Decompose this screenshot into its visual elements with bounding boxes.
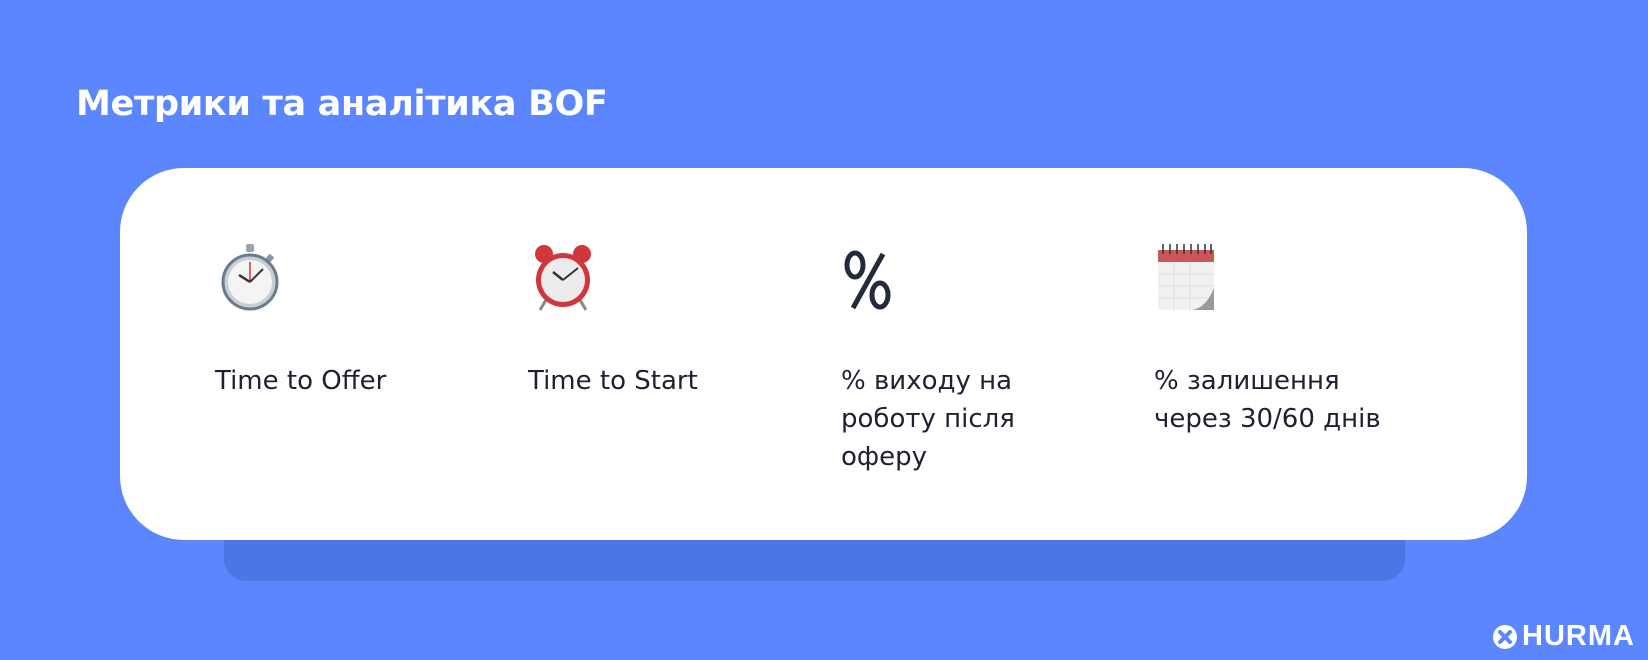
logo-text: HURMA xyxy=(1522,620,1635,652)
page-title: Метрики та аналітика BOF xyxy=(76,84,608,124)
alarm-clock-icon xyxy=(535,245,591,311)
percent-icon xyxy=(844,250,891,310)
hurma-logo: HURMA xyxy=(1492,620,1635,653)
calendar-icon xyxy=(1158,244,1214,310)
metric-label: % виходу на роботу після оферу xyxy=(841,366,1015,472)
metric-label: Time to Offer xyxy=(215,366,387,396)
metric-offer-acceptance: % виходу на роботу після оферу xyxy=(841,242,1091,476)
hurma-logo-icon xyxy=(1493,624,1517,649)
metric-label: % залишення через 30/60 днів xyxy=(1154,366,1381,434)
stopwatch-icon xyxy=(221,244,279,311)
metric-retention: % залишення через 30/60 днів xyxy=(1154,242,1404,438)
metric-time-to-start: Time to Start xyxy=(528,242,778,400)
metric-time-to-offer: Time to Offer xyxy=(215,242,465,400)
metrics-card: Time to Offer Time to Start % виходу на … xyxy=(120,168,1527,540)
metric-label: Time to Start xyxy=(528,366,698,396)
